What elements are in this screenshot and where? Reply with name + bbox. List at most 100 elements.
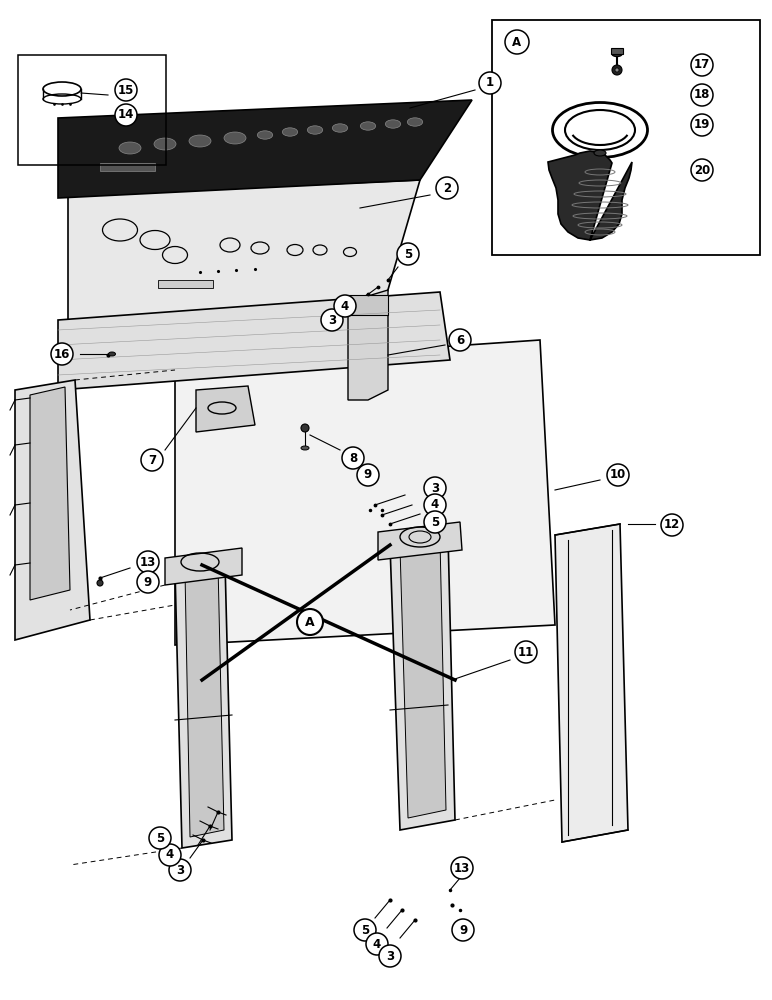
Text: 11: 11 [518,646,534,658]
Circle shape [691,54,713,76]
Text: 10: 10 [610,468,626,482]
Ellipse shape [109,352,116,356]
Polygon shape [555,524,628,842]
Circle shape [515,641,537,663]
Circle shape [297,609,323,635]
Bar [18,55,166,165]
Polygon shape [58,292,450,390]
Text: 7: 7 [148,454,156,466]
Circle shape [97,580,103,586]
Ellipse shape [283,128,298,136]
Polygon shape [15,380,90,640]
Circle shape [115,104,137,126]
Circle shape [452,919,474,941]
Circle shape [321,309,343,331]
Text: 16: 16 [54,348,70,360]
Ellipse shape [154,138,176,150]
Bar [348,295,388,315]
Circle shape [661,514,683,536]
Ellipse shape [612,51,622,56]
Text: 19: 19 [694,118,710,131]
Text: A: A [513,35,522,48]
Ellipse shape [332,124,347,132]
Circle shape [141,449,163,471]
Circle shape [169,859,191,881]
Ellipse shape [408,118,423,126]
Circle shape [366,933,388,955]
Polygon shape [400,540,446,818]
Circle shape [449,329,471,351]
Polygon shape [58,100,472,198]
Circle shape [115,79,137,101]
Circle shape [424,511,446,533]
Bar [492,20,760,255]
Circle shape [397,243,419,265]
Circle shape [51,343,73,365]
Text: 5: 5 [431,516,439,528]
Text: 9: 9 [459,924,467,936]
Ellipse shape [189,135,211,147]
Text: 3: 3 [386,950,394,962]
Text: 4: 4 [431,498,439,512]
Bar [100,163,155,171]
Circle shape [691,84,713,106]
Polygon shape [185,565,224,837]
Ellipse shape [257,131,273,139]
Text: 9: 9 [144,576,152,588]
Circle shape [505,30,529,54]
Ellipse shape [307,126,323,134]
Bar [611,48,623,54]
Text: 1: 1 [486,77,494,90]
Text: 14: 14 [118,108,134,121]
Circle shape [301,424,309,432]
Polygon shape [30,387,70,600]
Circle shape [615,68,619,72]
Circle shape [691,159,713,181]
Text: 17: 17 [694,58,710,72]
Polygon shape [165,548,242,585]
Circle shape [137,551,159,573]
Ellipse shape [301,446,309,450]
Circle shape [354,919,376,941]
Polygon shape [548,151,632,240]
Circle shape [149,827,171,849]
Text: 20: 20 [694,163,710,176]
Polygon shape [378,522,462,560]
Text: A: A [305,615,315,629]
Ellipse shape [224,132,246,144]
Circle shape [607,464,629,486]
Text: 18: 18 [694,89,710,102]
Text: 4: 4 [341,300,349,312]
Circle shape [691,114,713,136]
Polygon shape [196,386,255,432]
Circle shape [612,65,622,75]
Circle shape [379,945,401,967]
Text: 6: 6 [456,334,464,347]
Text: 5: 5 [156,832,164,844]
Text: 13: 13 [454,861,470,874]
Ellipse shape [594,150,606,156]
Text: 5: 5 [361,924,369,936]
Circle shape [334,295,356,317]
Circle shape [137,571,159,593]
Polygon shape [175,340,555,645]
Ellipse shape [361,122,376,130]
Circle shape [436,177,458,199]
Text: 8: 8 [349,452,357,464]
Text: 3: 3 [431,482,439,494]
Text: 15: 15 [118,84,134,97]
Text: 2: 2 [443,182,451,194]
Circle shape [342,447,364,469]
Text: 12: 12 [664,518,680,532]
Polygon shape [348,290,388,400]
Polygon shape [390,535,455,830]
Ellipse shape [385,120,401,128]
Circle shape [479,72,501,94]
Text: 3: 3 [176,863,184,876]
Polygon shape [175,562,232,848]
Circle shape [159,844,181,866]
Text: 4: 4 [166,848,174,861]
Circle shape [451,857,473,879]
Text: 5: 5 [404,247,412,260]
Text: 4: 4 [373,938,381,950]
